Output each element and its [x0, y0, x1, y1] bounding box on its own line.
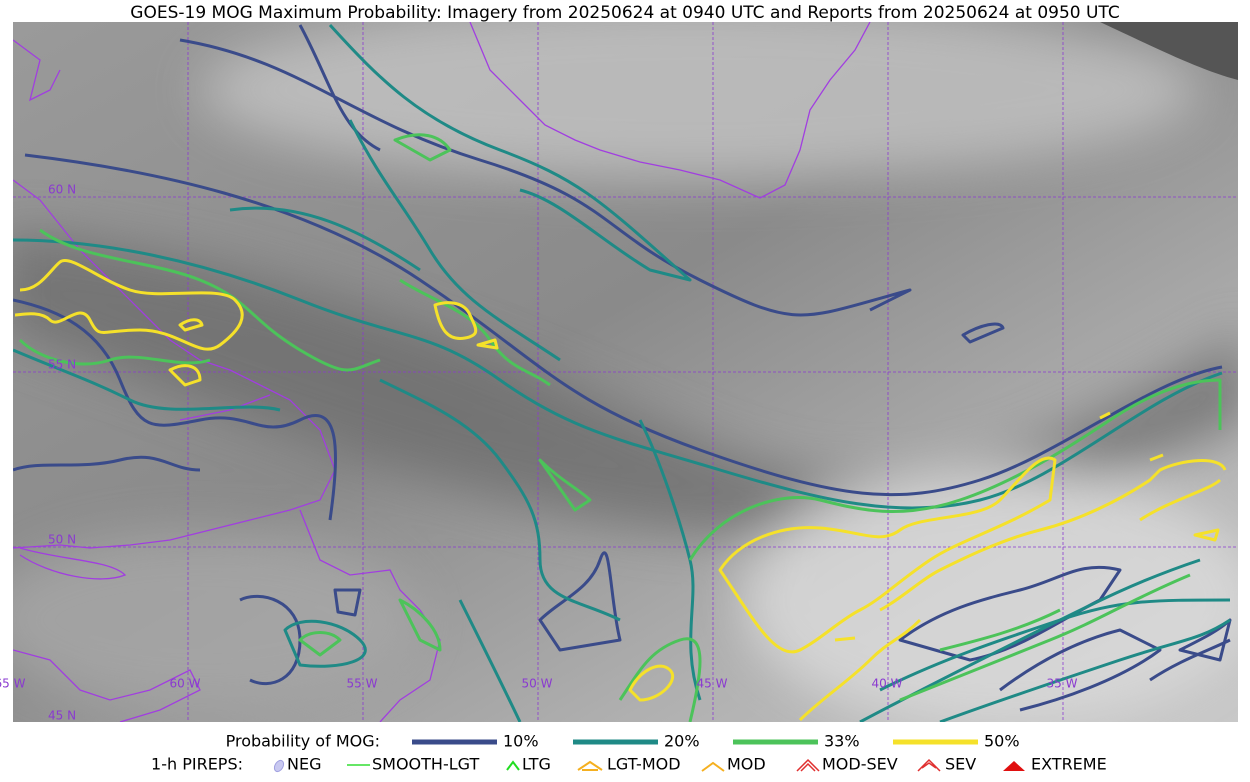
legend-label: 10% — [503, 732, 539, 751]
legend-title: Probability of MOG: — [226, 732, 380, 751]
legend-label: 20% — [664, 732, 700, 751]
contour-50 — [14, 259, 1227, 722]
legend-label: LTG — [522, 755, 551, 774]
lat-label: 55 N — [48, 358, 76, 372]
lon-label: 55 W — [347, 677, 378, 691]
lon-label: 65 W — [0, 677, 26, 691]
lon-label: 60 W — [170, 677, 201, 691]
lon-label: 35 W — [1047, 677, 1078, 691]
legend-label: 33% — [824, 732, 860, 751]
title: GOES-19 MOG Maximum Probability: Imagery… — [130, 3, 1119, 23]
legend-title: 1-h PIREPS: — [151, 755, 243, 774]
legend-label: LGT-MOD — [607, 755, 681, 774]
legend-label: 50% — [984, 732, 1020, 751]
legend-label: EXTREME — [1031, 755, 1107, 774]
legend-label: MOD — [727, 755, 766, 774]
lat-label: 45 N — [48, 709, 76, 723]
legend-label: MOD-SEV — [822, 755, 898, 774]
map — [13, 22, 1238, 722]
lat-label: 60 N — [48, 183, 76, 197]
legend-label: NEG — [287, 755, 321, 774]
legend-label: SMOOTH-LGT — [372, 755, 479, 774]
lon-label: 40 W — [872, 677, 903, 691]
lat-label: 50 N — [48, 533, 76, 547]
legend-label: SEV — [945, 755, 976, 774]
lon-label: 45 W — [697, 677, 728, 691]
lon-label: 50 W — [522, 677, 553, 691]
legend: Probability of MOG: 10% 20% 33% 50% 1-h … — [151, 732, 1107, 774]
